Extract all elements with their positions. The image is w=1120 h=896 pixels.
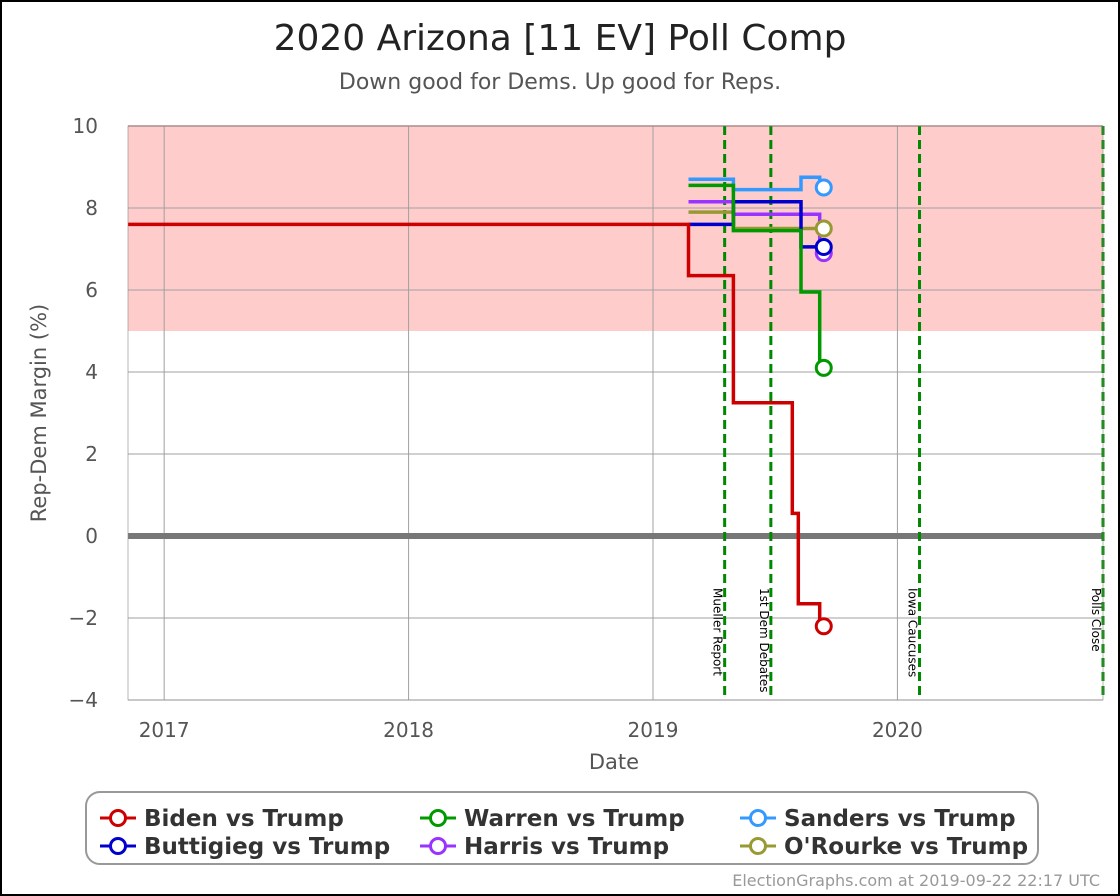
y-tick-label: −4 [69, 688, 98, 712]
series-line [688, 183, 824, 370]
y-axis-label: Rep-Dem Margin (%) [27, 304, 51, 522]
x-tick-label: 2017 [139, 718, 190, 742]
x-tick-label: 2020 [872, 718, 923, 742]
y-tick-label: −2 [69, 606, 98, 630]
legend-entry: Harris vs Trump [464, 834, 669, 860]
series-endpoint-marker [814, 219, 833, 238]
legend-entry: Sanders vs Trump [784, 806, 1016, 832]
legend-swatch-marker [109, 809, 127, 827]
legend-swatch-marker [429, 837, 447, 855]
x-axis-label: Date [589, 750, 639, 774]
chart-subtitle: Down good for Dems. Up good for Reps. [339, 70, 781, 95]
series-endpoint-marker [814, 617, 833, 636]
event-label: Polls Close [1089, 588, 1103, 652]
y-tick-label: 2 [85, 442, 98, 466]
series-line [128, 222, 824, 628]
legend-entry: O'Rourke vs Trump [784, 834, 1028, 860]
event-label: Iowa Caucuses [906, 588, 920, 677]
legend-box [85, 791, 1039, 865]
legend-entry: Warren vs Trump [464, 806, 685, 832]
event-label: 1st Dem Debates [757, 588, 771, 692]
y-tick-label: 8 [85, 196, 98, 220]
legend-swatch-marker [749, 809, 767, 827]
legend-entry: Buttigieg vs Trump [144, 834, 390, 860]
plot-border [127, 125, 1104, 701]
x-tick-label: 2019 [628, 718, 679, 742]
footer-credit: ElectionGraphs.com at 2019-09-22 22:17 U… [732, 871, 1100, 890]
series-endpoint-marker [814, 178, 833, 197]
chart-title: 2020 Arizona [11 EV] Poll Comp [274, 18, 847, 59]
legend-swatch-marker [109, 837, 127, 855]
y-tick-label: 10 [73, 114, 98, 138]
y-tick-label: 6 [85, 278, 98, 302]
legend-entry: Biden vs Trump [144, 806, 344, 832]
series-endpoint-marker [814, 237, 833, 256]
y-tick-label: 4 [85, 360, 98, 384]
legend-swatch-marker [749, 837, 767, 855]
x-tick-label: 2018 [383, 718, 434, 742]
shaded-band [128, 126, 1103, 331]
legend-swatch-marker [429, 809, 447, 827]
event-label: Mueller Report [711, 588, 725, 676]
y-tick-label: 0 [85, 524, 98, 548]
series-endpoint-marker [814, 358, 833, 377]
